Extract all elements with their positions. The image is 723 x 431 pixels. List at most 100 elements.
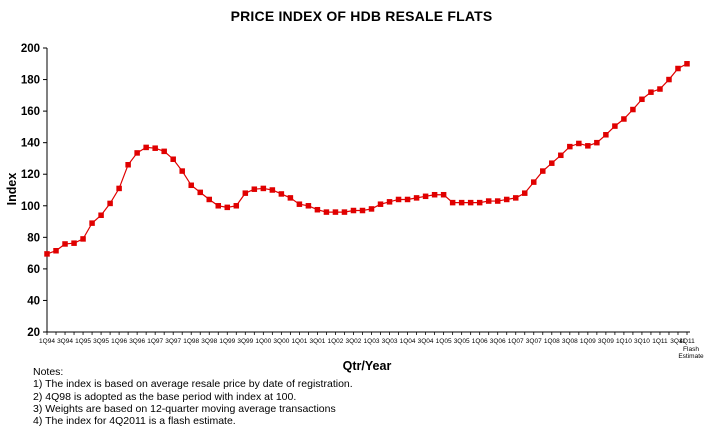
data-point-2Q06 <box>485 198 492 204</box>
data-point-4Q99 <box>251 186 258 192</box>
chart-axes <box>43 47 690 335</box>
note-item: 4) The index for 4Q2011 is a flash estim… <box>33 415 236 428</box>
x-tick-label: 3Q00 <box>273 338 289 345</box>
data-point-3Q98 <box>206 196 213 203</box>
x-tick-label: 4Q11 <box>679 338 695 345</box>
data-point-3Q05 <box>458 199 465 206</box>
data-point-1Q09 <box>585 143 591 149</box>
x-tick-label: 3Q99 <box>237 338 253 345</box>
y-tick-label: 160 <box>21 106 40 118</box>
data-point-1Q11 <box>657 86 663 92</box>
data-point-2Q09 <box>594 139 600 146</box>
x-tick-label: 1Q04 <box>400 338 416 345</box>
data-point-1Q94 <box>44 251 50 257</box>
data-point-2Q95 <box>89 220 95 226</box>
y-tick-label: 200 <box>21 43 40 55</box>
x-tick-label: 3Q02 <box>346 338 362 345</box>
data-point-1Q98 <box>188 182 194 189</box>
x-tick-label: 3Q96 <box>129 338 145 345</box>
data-point-2Q98 <box>197 189 203 196</box>
data-point-1Q96 <box>116 185 122 192</box>
note-item: 3) Weights are based on 12-quarter movin… <box>33 402 336 415</box>
x-tick-label: 1Q03 <box>364 338 380 345</box>
price-index-markers <box>44 61 690 257</box>
data-point-4Q98 <box>215 203 222 209</box>
x-tick-label: 3Q97 <box>165 338 181 345</box>
data-point-4Q96 <box>143 144 149 151</box>
x-tick-label: 1Q01 <box>291 338 307 345</box>
data-point-1Q10 <box>621 116 627 122</box>
data-point-4Q02 <box>359 207 366 214</box>
x-tick-label: 1Q96 <box>111 338 127 345</box>
data-point-2Q10 <box>630 106 636 113</box>
x-tick-label: 3Q10 <box>634 338 650 345</box>
data-point-3Q03 <box>386 199 393 205</box>
data-point-3Q00 <box>278 191 285 197</box>
x-tick-label: 3Q06 <box>490 338 506 345</box>
y-tick-label: 20 <box>27 327 40 339</box>
data-point-1Q05 <box>440 191 447 198</box>
flash-estimate-label: Estimate <box>678 353 704 360</box>
x-axis-label: Qtr/Year <box>343 359 392 373</box>
y-tick-labels: 200 180 160 140 120 100 80 60 40 20 <box>21 43 40 339</box>
x-tick-label: 3Q95 <box>93 338 109 345</box>
data-point-2Q08 <box>558 152 564 159</box>
x-tick-label: 1Q95 <box>75 338 91 345</box>
x-tick-label: 1Q05 <box>436 338 452 345</box>
data-point-2Q03 <box>377 201 384 207</box>
data-point-4Q06 <box>503 196 510 203</box>
x-tick-label: 1Q97 <box>147 338 163 345</box>
y-tick-label: 180 <box>21 75 40 87</box>
y-tick-label: 60 <box>27 264 40 276</box>
y-tick-label: 120 <box>21 169 40 181</box>
data-point-3Q99 <box>242 190 249 196</box>
note-item: 1) The index is based on average resale … <box>33 378 353 391</box>
data-point-1Q06 <box>476 199 483 206</box>
data-point-1Q03 <box>368 206 375 212</box>
data-point-1Q04 <box>404 196 411 203</box>
data-point-2Q96 <box>125 162 131 168</box>
data-point-3Q01 <box>314 206 321 213</box>
data-point-2Q05 <box>449 199 456 206</box>
x-tick-labels: 1Q94 3Q94 1Q95 3Q95 1Q96 3Q96 1Q97 3Q97 1Q98 3Q98… <box>39 338 704 360</box>
data-point-2Q00 <box>269 187 276 193</box>
x-tick-label: 1Q02 <box>327 338 343 345</box>
data-point-2Q04 <box>413 195 420 201</box>
data-point-3Q04 <box>422 193 429 200</box>
x-tick-label: 3Q04 <box>418 338 434 345</box>
data-point-3Q08 <box>567 143 573 150</box>
x-tick-label: 1Q99 <box>219 338 235 345</box>
chart-title: PRICE INDEX OF HDB RESALE FLATS <box>230 8 493 24</box>
x-tick-label: 3Q94 <box>57 338 73 345</box>
data-point-3Q97 <box>170 156 176 162</box>
data-point-1Q07 <box>512 195 519 201</box>
data-point-4Q11 <box>684 61 690 67</box>
notes-heading: Notes: <box>33 366 64 378</box>
data-point-4Q01 <box>323 209 330 215</box>
x-tick-label: 1Q07 <box>508 338 524 345</box>
data-point-1Q00 <box>260 185 267 192</box>
data-point-3Q07 <box>531 179 537 185</box>
data-point-3Q09 <box>603 132 609 138</box>
x-tick-label: 1Q94 <box>39 338 55 345</box>
note-item: 2) 4Q98 is adopted as the base period wi… <box>33 390 297 403</box>
x-tick-label: 1Q09 <box>580 338 596 345</box>
data-point-4Q97 <box>179 168 185 174</box>
x-tick-label: 3Q05 <box>454 338 470 345</box>
data-point-4Q00 <box>287 195 294 201</box>
price-index-series <box>46 63 688 255</box>
data-point-2Q11 <box>666 76 672 83</box>
data-point-1Q95 <box>80 236 86 242</box>
x-tick-label: 1Q06 <box>472 338 488 345</box>
data-point-4Q09 <box>612 123 618 129</box>
data-point-1Q02 <box>332 209 339 215</box>
notes-section: Notes: 1) The index is based on average … <box>33 366 353 427</box>
x-tick-label: 3Q03 <box>382 338 398 345</box>
x-tick-label: 1Q98 <box>183 338 199 345</box>
x-tick-label: 3Q01 <box>309 338 325 345</box>
x-tick-label: 1Q00 <box>255 338 271 345</box>
x-tick-label: 3Q98 <box>201 338 217 345</box>
data-point-4Q10 <box>648 89 654 95</box>
data-point-2Q02 <box>341 209 348 215</box>
